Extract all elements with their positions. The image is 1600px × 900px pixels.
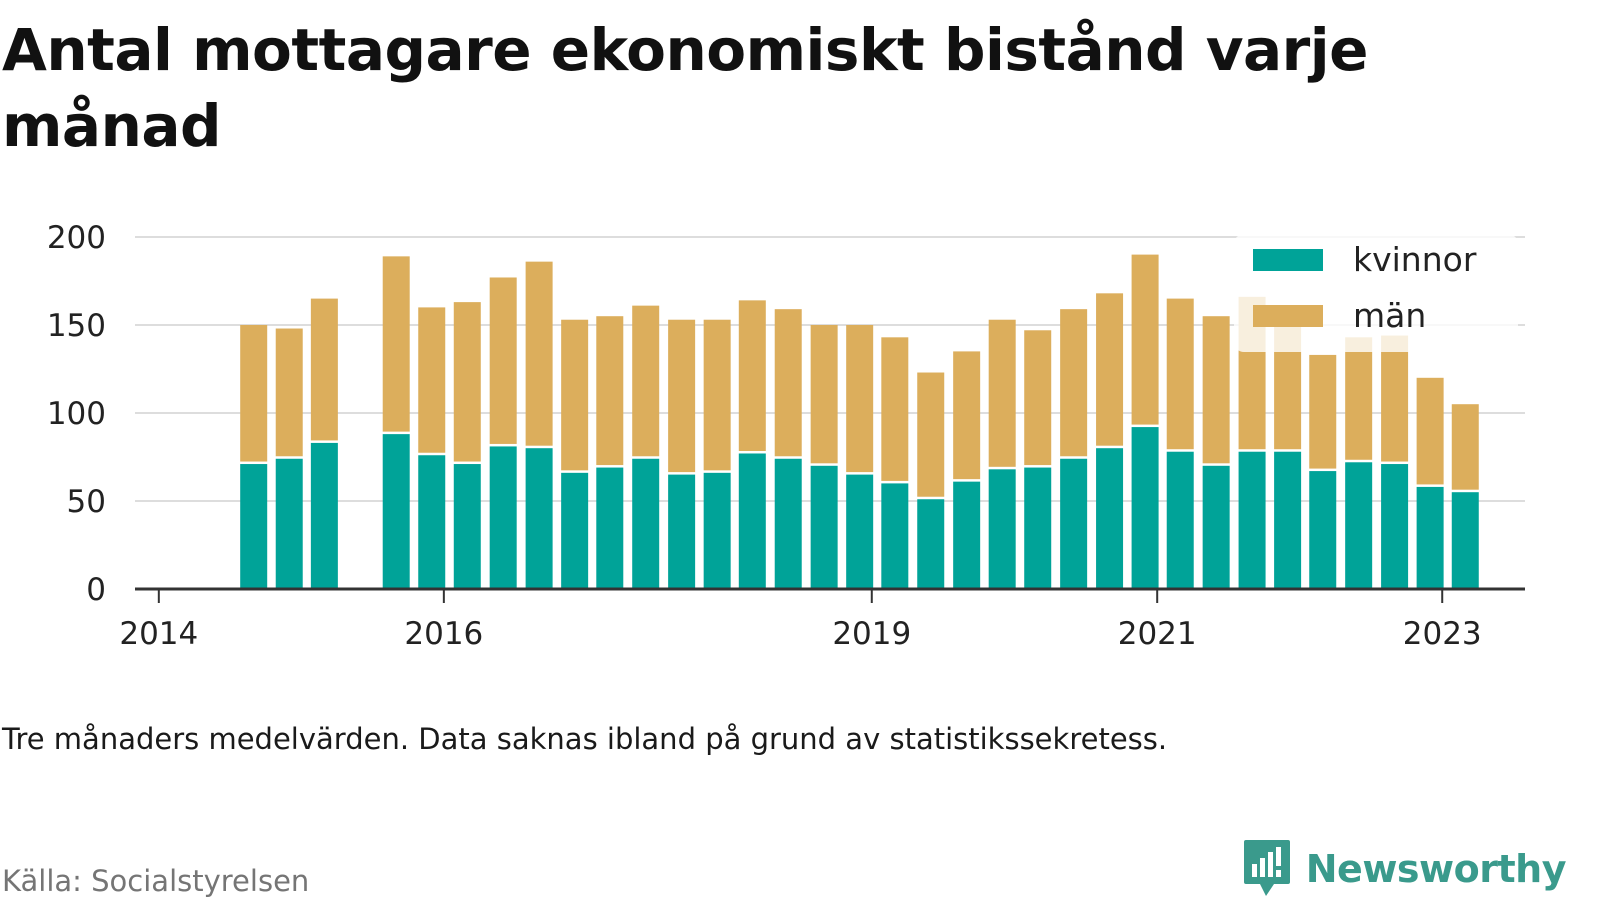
legend-swatch-man [1253,305,1323,327]
bar-man-2019-03 [881,337,909,481]
bar-man-2015-03 [310,298,338,441]
bar-kvinnor-2020-06 [1060,458,1088,589]
bar-man-2020-03 [1024,330,1052,466]
x-tick-label-2021: 2021 [1118,616,1197,652]
x-tick-label-2014: 2014 [119,616,198,652]
bar-kvinnor-2017-03 [596,467,624,589]
bar-kvinnor-2017-12 [703,472,731,589]
bar-kvinnor-2018-06 [774,458,802,589]
source-credit: Källa: Socialstyrelsen [2,864,310,898]
bar-man-2019-09 [953,351,981,480]
bar-kvinnor-2014-09 [240,464,268,589]
brand-name: Newsworthy [1305,847,1567,891]
y-tick-label-100: 100 [47,396,106,432]
y-axis: 0 50 100 150 200 [47,220,106,608]
bar-man-2016-09 [525,261,553,446]
bar-man-2018-12 [846,325,874,473]
bar-man-2018-06 [774,309,802,457]
legend-label-kvinnor: kvinnor [1353,240,1477,279]
bar-kvinnor-2020-12 [1131,427,1159,589]
bar-man-2018-09 [810,325,838,464]
bar-man-2022-06 [1345,337,1373,460]
bar-man-2017-12 [703,319,731,471]
bar-kvinnor-2016-09 [525,448,553,589]
chart-note: Tre månaders medelvärden. Data saknas ib… [2,722,1168,756]
bar-man-2021-06 [1202,316,1230,464]
bar-kvinnor-2017-06 [632,458,660,589]
y-tick-label-150: 150 [47,308,106,344]
bar-kvinnor-2022-09 [1381,464,1409,589]
legend-swatch-kvinnor [1253,249,1323,271]
y-tick-label-50: 50 [67,484,106,520]
bar-kvinnor-2016-06 [489,446,517,589]
bar-kvinnor-2016-12 [561,472,589,589]
bar-man-2022-03 [1309,354,1337,469]
bar-kvinnor-2021-12 [1274,451,1302,589]
legend: kvinnor män [1234,234,1518,352]
bar-man-2020-09 [1096,293,1124,446]
bar-kvinnor-2017-09 [668,474,696,589]
chart-title: Antal mottagare ekonomiskt bistånd varje… [2,16,1369,160]
bar-kvinnor-2015-09 [382,434,410,589]
bar-man-2020-12 [1131,254,1159,425]
bar-man-2014-09 [240,325,268,462]
bar-kvinnor-2014-12 [275,458,303,589]
bar-kvinnor-2022-06 [1345,462,1373,589]
bar-kvinnor-2019-09 [953,481,981,589]
y-tick-label-200: 200 [47,220,106,256]
x-tick-label-2019: 2019 [832,616,911,652]
bar-kvinnor-2018-09 [810,465,838,589]
y-tick-label-0: 0 [86,572,106,608]
bar-man-2019-12 [988,319,1016,467]
x-tick-label-2016: 2016 [404,616,483,652]
bar-man-2015-09 [382,256,410,432]
bar-man-2021-03 [1166,298,1194,450]
x-tick-label-2023: 2023 [1403,616,1482,652]
bar-man-2017-03 [596,316,624,466]
bar-man-2016-03 [453,302,481,462]
bar-kvinnor-2022-03 [1309,471,1337,589]
bar-man-2022-12 [1416,377,1444,485]
bar-kvinnor-2020-09 [1096,448,1124,589]
bar-man-2019-06 [917,372,945,497]
bar-man-2016-06 [489,277,517,444]
bar-kvinnor-2015-12 [418,455,446,589]
bars [240,254,1479,589]
bar-man-2015-12 [418,307,446,453]
bar-kvinnor-2019-03 [881,483,909,589]
bar-kvinnor-2018-03 [738,453,766,589]
bar-man-2022-09 [1381,335,1409,462]
bar-man-2014-12 [275,328,303,457]
bar-man-2018-03 [738,300,766,451]
stacked-bar-chart: 2014 2016 2019 2021 2023 0 50 100 150 200 kvinno… [47,220,1525,652]
bar-kvinnor-2022-12 [1416,486,1444,589]
bar-kvinnor-2021-06 [1202,465,1230,589]
newsworthy-logo-icon [1243,840,1290,896]
bar-man-2016-12 [561,319,589,471]
bar-kvinnor-2016-03 [453,464,481,589]
bar-man-2017-06 [632,305,660,457]
brand-logo: Newsworthy [1242,838,1567,900]
bar-kvinnor-2020-03 [1024,467,1052,589]
bar-man-2020-06 [1060,309,1088,457]
bar-kvinnor-2019-06 [917,499,945,589]
bar-man-2017-09 [668,319,696,473]
bar-kvinnor-2015-03 [310,442,338,589]
legend-label-man: män [1353,296,1426,335]
bar-kvinnor-2021-09 [1238,451,1266,589]
bar-kvinnor-2021-03 [1166,451,1194,589]
bar-man-2023-03 [1451,404,1479,490]
x-axis: 2014 2016 2019 2021 2023 [119,587,1525,652]
bar-kvinnor-2019-12 [988,469,1016,589]
bar-kvinnor-2023-03 [1451,492,1479,589]
bar-kvinnor-2018-12 [846,474,874,589]
